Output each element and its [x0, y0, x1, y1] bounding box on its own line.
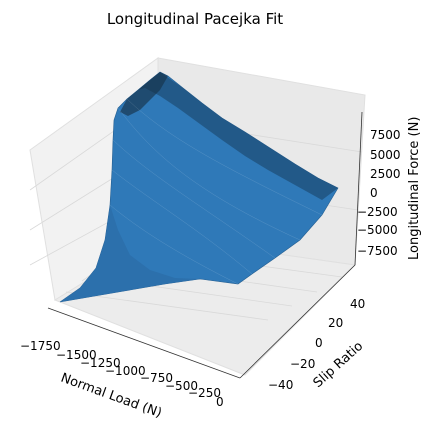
y-tick-label: −40 — [268, 378, 293, 392]
y-tick-label: −20 — [290, 357, 315, 371]
z-tick-label: 5000 — [370, 148, 401, 162]
z-tick-label: 0 — [370, 186, 378, 200]
z-ticks: −7500 −5000 −2500 0 2500 5000 7500 — [357, 128, 401, 258]
y-tick-label: 0 — [315, 336, 323, 350]
x-tick-label: −1750 — [20, 339, 61, 353]
z-tick-label: −5000 — [357, 223, 398, 237]
x-tick-label: 0 — [216, 395, 224, 409]
z-tick-label: 7500 — [370, 128, 401, 142]
z-tick-label: 2500 — [370, 167, 401, 181]
chart-title: Longitudinal Pacejka Fit — [107, 10, 283, 28]
y-tick-label: 40 — [350, 297, 365, 311]
y-tick-label: 20 — [328, 316, 343, 330]
z-axis-label: Longitudinal Force (N) — [407, 117, 422, 260]
z-tick-label: −7500 — [357, 244, 398, 258]
z-tick-label: −2500 — [357, 205, 398, 219]
